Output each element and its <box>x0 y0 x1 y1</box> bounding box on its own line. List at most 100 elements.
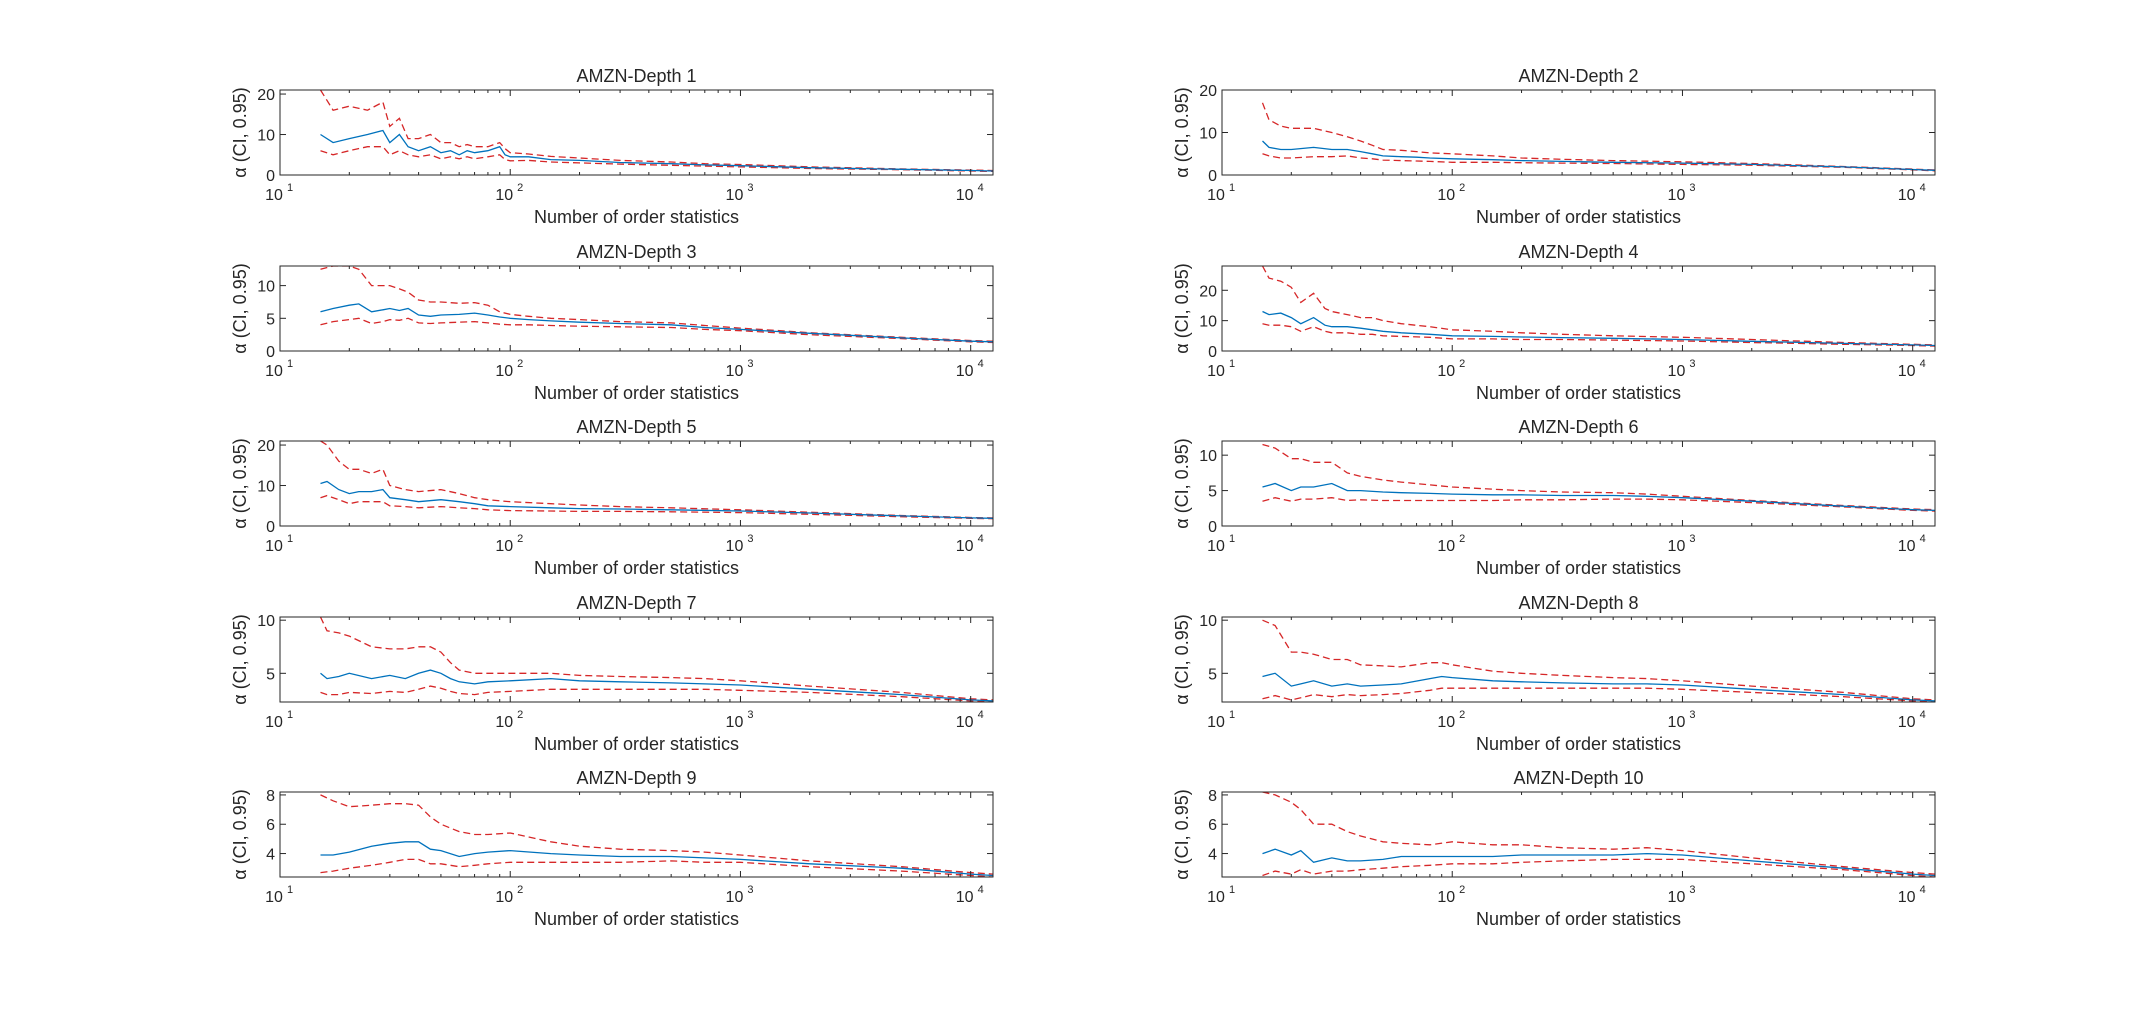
x-tick-label: 10 <box>1207 889 1225 906</box>
x-tick-label: 10 <box>1898 538 1916 555</box>
x-tick-label: 10 <box>265 538 283 555</box>
x-tick-label: 10 <box>495 187 513 204</box>
x-tick-label: 10 <box>265 889 283 906</box>
y-axis-label: α (CI, 0.95) <box>230 438 250 528</box>
x-axis-label: Number of order statistics <box>1476 383 1681 403</box>
x-axis-label: Number of order statistics <box>534 558 739 578</box>
chart-title: AMZN-Depth 8 <box>1518 593 1638 613</box>
x-tick-label-exponent: 4 <box>978 182 984 194</box>
x-tick-label: 10 <box>956 538 974 555</box>
x-tick-label-exponent: 4 <box>978 709 984 721</box>
x-tick-label: 10 <box>1437 889 1455 906</box>
x-tick-label-exponent: 2 <box>1459 182 1465 194</box>
x-tick-label-exponent: 2 <box>1459 884 1465 896</box>
series-lower-ci-line <box>1262 687 1935 702</box>
x-tick-label: 10 <box>1898 187 1916 204</box>
x-tick-label-exponent: 4 <box>978 884 984 896</box>
x-axis-label: Number of order statistics <box>1476 909 1681 929</box>
axes-box <box>279 616 994 703</box>
y-tick-label: 10 <box>257 279 275 296</box>
x-tick-label: 10 <box>956 714 974 731</box>
axes-box <box>1221 616 1936 703</box>
y-axis-label: α (CI, 0.95) <box>230 87 250 177</box>
x-tick-label: 10 <box>1668 714 1686 731</box>
axes-box <box>279 440 994 527</box>
chart-title: AMZN-Depth 6 <box>1518 417 1638 437</box>
axes-box <box>279 265 994 352</box>
y-tick-label: 0 <box>1208 519 1217 536</box>
x-tick-label: 10 <box>1898 889 1916 906</box>
series-group <box>319 617 993 702</box>
x-tick-label: 10 <box>1898 363 1916 380</box>
x-tick-label-exponent: 1 <box>287 884 293 896</box>
y-tick-label: 10 <box>1199 448 1217 465</box>
x-tick-label: 10 <box>1668 363 1686 380</box>
x-tick-label-exponent: 1 <box>1229 182 1235 194</box>
x-tick-label: 10 <box>1207 187 1225 204</box>
y-tick-label: 10 <box>1199 613 1217 630</box>
y-tick-label: 0 <box>266 519 275 536</box>
x-tick-label-exponent: 1 <box>287 709 293 721</box>
series-group <box>319 90 993 173</box>
plot-area <box>1222 792 1935 877</box>
x-tick-label: 10 <box>495 714 513 731</box>
series-upper-ci-line <box>1261 102 1935 171</box>
x-axis-label: Number of order statistics <box>1476 558 1681 578</box>
series-estimate-line <box>320 129 993 172</box>
chart-title: AMZN-Depth 5 <box>576 417 696 437</box>
series-estimate-line <box>1262 140 1935 171</box>
x-tick-label: 10 <box>726 538 744 555</box>
series-lower-ci-line <box>1262 153 1935 172</box>
x-tick-label: 10 <box>495 538 513 555</box>
x-tick-label: 10 <box>265 187 283 204</box>
series-group <box>320 266 993 344</box>
x-tick-label-exponent: 3 <box>747 884 753 896</box>
x-tick-label-exponent: 2 <box>517 884 523 896</box>
series-lower-ci-line <box>1262 497 1935 512</box>
chart-title: AMZN-Depth 7 <box>576 593 696 613</box>
plot-area <box>1222 617 1935 702</box>
series-estimate-line <box>1262 672 1935 702</box>
series-estimate-line <box>320 841 993 877</box>
x-tick-label-exponent: 4 <box>1920 533 1926 545</box>
series-group <box>320 794 993 877</box>
y-tick-label: 20 <box>1199 83 1217 100</box>
x-tick-label: 10 <box>495 363 513 380</box>
series-estimate-line <box>1262 310 1935 347</box>
y-axis-label: α (CI, 0.95) <box>230 263 250 353</box>
series-lower-ci-line <box>1262 323 1935 347</box>
x-tick-label: 10 <box>956 363 974 380</box>
axes-box <box>279 89 994 176</box>
x-tick-label-exponent: 1 <box>1229 533 1235 545</box>
y-axis-label: α (CI, 0.95) <box>230 789 250 879</box>
x-axis-label: Number of order statistics <box>534 734 739 754</box>
chart-title: AMZN-Depth 1 <box>576 66 696 86</box>
y-tick-label: 20 <box>257 438 275 455</box>
series-upper-ci-line <box>320 441 993 519</box>
y-tick-label: 0 <box>266 168 275 185</box>
series-group <box>1261 266 1935 347</box>
chart-title: AMZN-Depth 2 <box>1518 66 1638 86</box>
y-axis-label: α (CI, 0.95) <box>1172 438 1192 528</box>
x-tick-label-exponent: 4 <box>978 358 984 370</box>
series-lower-ci-line <box>320 317 993 344</box>
series-lower-ci-line <box>320 146 993 173</box>
x-tick-label: 10 <box>726 187 744 204</box>
x-tick-label-exponent: 4 <box>1920 709 1926 721</box>
x-tick-label: 10 <box>1207 714 1225 731</box>
y-tick-label: 6 <box>266 817 275 834</box>
x-tick-label-exponent: 4 <box>1920 884 1926 896</box>
y-axis-label: α (CI, 0.95) <box>1172 263 1192 353</box>
x-axis-label: Number of order statistics <box>534 207 739 227</box>
y-tick-label: 5 <box>266 666 275 683</box>
x-tick-label: 10 <box>726 889 744 906</box>
plot-area <box>1222 441 1935 526</box>
x-tick-label-exponent: 2 <box>517 358 523 370</box>
y-axis-label: α (CI, 0.95) <box>1172 87 1192 177</box>
x-tick-label: 10 <box>1437 363 1455 380</box>
x-tick-label-exponent: 2 <box>517 182 523 194</box>
